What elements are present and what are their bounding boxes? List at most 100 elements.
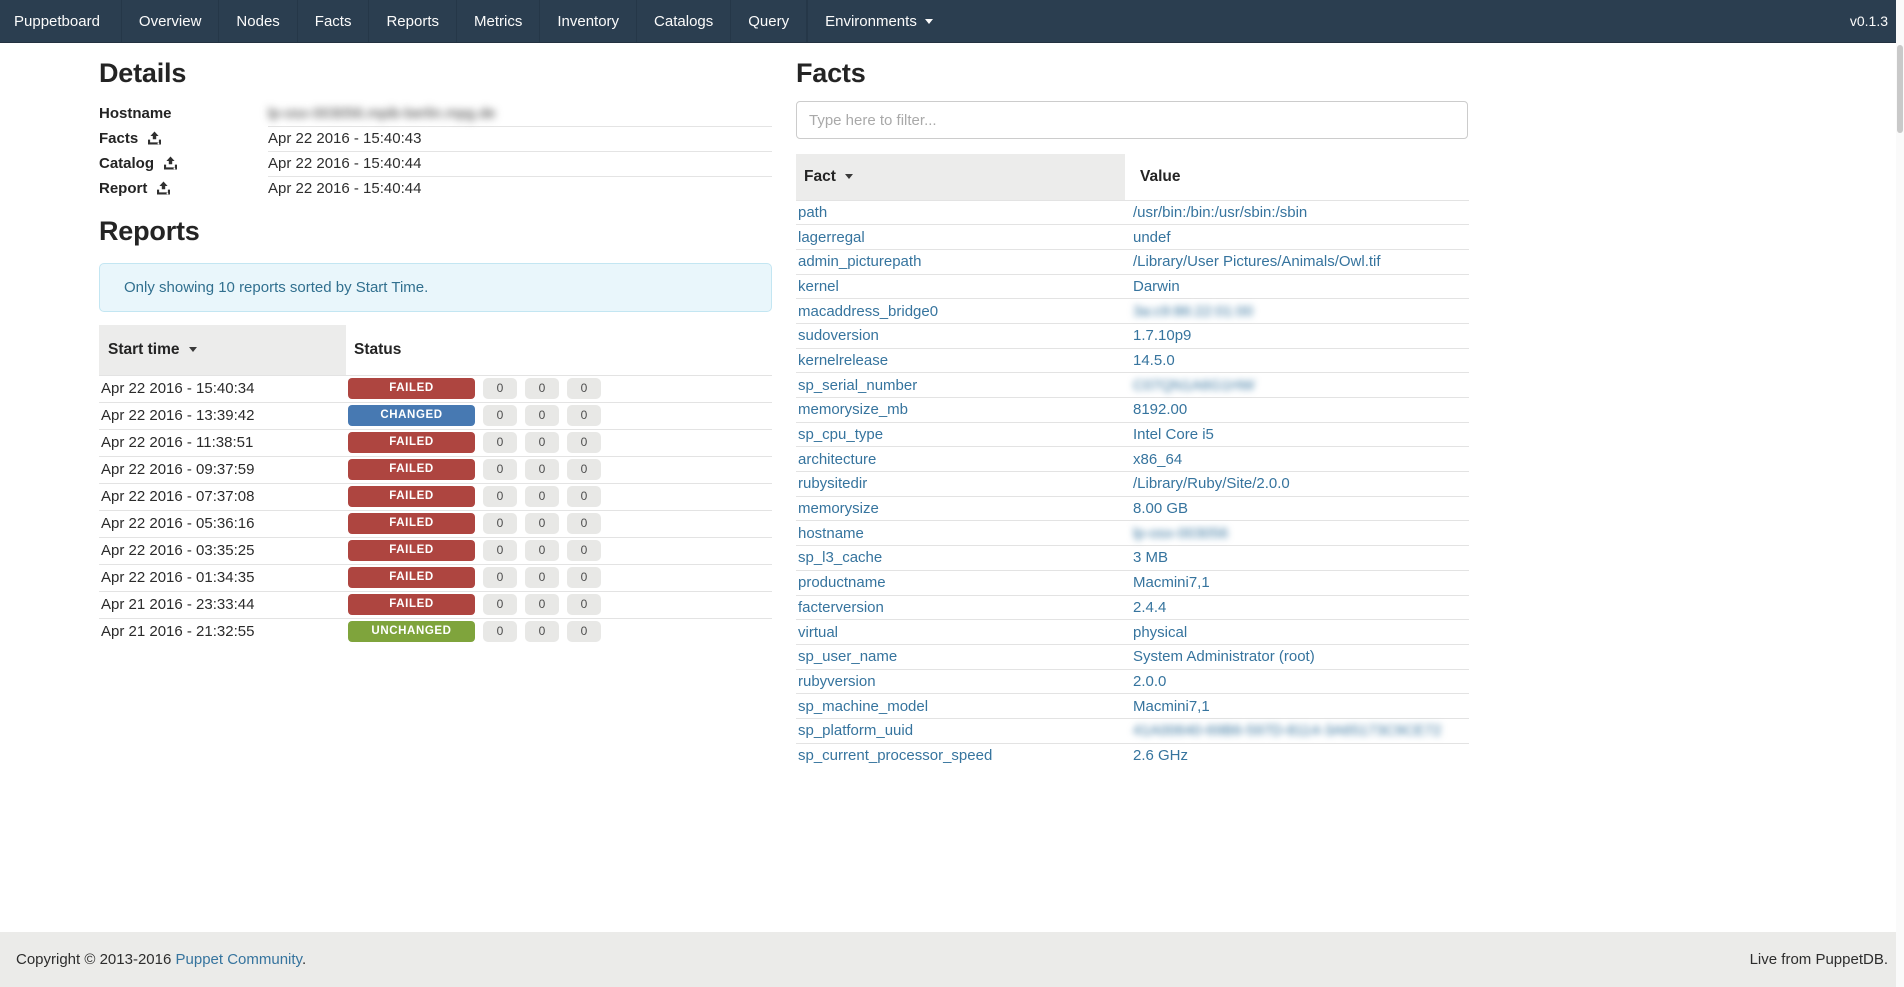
details-row-value: lp-osx-003056.mpib-berlin.mpg.de <box>268 104 496 122</box>
scrollbar-thumb[interactable] <box>1897 45 1903 133</box>
report-status-badge: FAILED <box>348 567 475 588</box>
fact-value-link[interactable]: 8.00 GB <box>1133 500 1189 518</box>
fact-value-link[interactable]: Intel Core i5 <box>1133 426 1214 444</box>
nav-item-inventory[interactable]: Inventory <box>539 0 636 42</box>
report-count-badge: 0 <box>525 540 559 561</box>
fact-row: sp_current_processor_speed 2.6 GHz <box>796 742 1469 768</box>
details-row-value: Apr 22 2016 - 15:40:44 <box>268 155 422 172</box>
report-row: Apr 22 2016 - 07:37:08 FAILED 0 0 0 <box>99 482 772 510</box>
reports-table: Start time Status Apr 22 2016 - 15:40:34… <box>99 325 772 645</box>
fact-value-link[interactable]: 3a:c9:86:22:01:00 <box>1133 302 1254 320</box>
fact-name-link[interactable]: sp_serial_number <box>798 376 918 394</box>
fact-row: sudoversion 1.7.10p9 <box>796 322 1469 349</box>
report-row: Apr 21 2016 - 23:33:44 FAILED 0 0 0 <box>99 590 772 618</box>
fact-name-link[interactable]: kernel <box>798 277 839 295</box>
nav-item-nodes[interactable]: Nodes <box>218 0 296 42</box>
details-table: Hostname lp-osx-003056.mpib-berlin.mpg.d… <box>99 101 772 201</box>
fact-name-link[interactable]: rubyversion <box>798 672 876 690</box>
nav-item-query[interactable]: Query <box>730 0 808 42</box>
report-start-time: Apr 21 2016 - 21:32:55 <box>99 617 346 645</box>
fact-value-link[interactable]: Macmini7,1 <box>1133 574 1210 592</box>
column-header-status[interactable]: Status <box>354 340 402 358</box>
report-count-badge: 0 <box>525 432 559 453</box>
fact-name-link[interactable]: sp_current_processor_speed <box>798 747 993 765</box>
nav-brand-puppetboard[interactable]: Puppetboard <box>14 12 100 30</box>
fact-name-link[interactable]: productname <box>798 574 886 592</box>
fact-name-link[interactable]: lagerregal <box>798 228 865 246</box>
report-count-badge: 0 <box>525 405 559 426</box>
fact-value-link[interactable]: physical <box>1133 623 1188 641</box>
fact-name-link[interactable]: admin_picturepath <box>798 253 922 271</box>
fact-name-link[interactable]: path <box>798 203 828 221</box>
fact-name-link[interactable]: memorysize <box>798 500 879 518</box>
report-status-badge: FAILED <box>348 486 475 507</box>
fact-name-link[interactable]: memorysize_mb <box>798 401 909 419</box>
report-count-badge: 0 <box>525 621 559 643</box>
fact-name-link[interactable]: architecture <box>798 450 877 468</box>
fact-value-link[interactable]: 2.4.4 <box>1133 598 1167 616</box>
report-count-badge: 0 <box>525 594 559 615</box>
fact-value-link[interactable]: 14.5.0 <box>1133 351 1175 369</box>
fact-value-link[interactable]: lp-osx-003056 <box>1133 524 1229 542</box>
facts-filter-input[interactable] <box>796 101 1468 139</box>
upload-icon[interactable] <box>157 181 171 195</box>
fact-name-link[interactable]: sp_platform_uuid <box>798 722 914 740</box>
nav-item-facts[interactable]: Facts <box>296 0 369 42</box>
scrollbar-track <box>1896 0 1904 987</box>
report-start-time: Apr 22 2016 - 11:38:51 <box>99 428 346 456</box>
fact-name-link[interactable]: rubysitedir <box>798 475 868 493</box>
fact-value-link[interactable]: Macmini7,1 <box>1133 697 1210 715</box>
report-start-time: Apr 22 2016 - 13:39:42 <box>99 401 346 429</box>
fact-value-link[interactable]: /usr/bin:/bin:/usr/sbin:/sbin <box>1133 203 1308 221</box>
fact-value-link[interactable]: 41A00640-69B6-597D-8114-3A65173C9CE72 <box>1133 722 1442 740</box>
nav-item-reports[interactable]: Reports <box>368 0 456 42</box>
upload-icon[interactable] <box>148 131 162 145</box>
report-count-badge: 0 <box>567 459 601 480</box>
fact-name-link[interactable]: virtual <box>798 623 839 641</box>
nav-item-environments[interactable]: Environments <box>807 0 950 42</box>
column-header-value[interactable]: Value <box>1140 167 1181 185</box>
report-row: Apr 22 2016 - 11:38:51 FAILED 0 0 0 <box>99 428 772 456</box>
report-status-badge: FAILED <box>348 513 475 534</box>
fact-value-link[interactable]: /Library/User Pictures/Animals/Owl.tif <box>1133 253 1381 271</box>
fact-name-link[interactable]: macaddress_bridge0 <box>798 302 939 320</box>
fact-name-link[interactable]: sp_machine_model <box>798 697 929 715</box>
report-row: Apr 22 2016 - 15:40:34 FAILED 0 0 0 <box>99 374 772 402</box>
fact-row: sp_l3_cache 3 MB <box>796 545 1469 571</box>
fact-name-link[interactable]: sudoversion <box>798 327 879 345</box>
fact-row: rubyversion 2.0.0 <box>796 668 1469 694</box>
fact-value-link[interactable]: x86_64 <box>1133 450 1183 468</box>
fact-row: memorysize_mb 8192.00 <box>796 397 1469 423</box>
fact-name-link[interactable]: sp_l3_cache <box>798 549 883 567</box>
report-status-badge: FAILED <box>348 378 475 399</box>
fact-name-link[interactable]: sp_cpu_type <box>798 426 884 444</box>
navbar: Puppetboard Overview Nodes Facts Reports Met… <box>0 0 1904 43</box>
nav-item-overview[interactable]: Overview <box>120 0 219 42</box>
nav-item-catalogs[interactable]: Catalogs <box>636 0 730 42</box>
fact-value-link[interactable]: 8192.00 <box>1133 401 1188 419</box>
fact-value-link[interactable]: 3 MB <box>1133 549 1169 567</box>
fact-value-link[interactable]: /Library/Ruby/Site/2.0.0 <box>1133 475 1290 493</box>
report-count-badge: 0 <box>567 567 601 588</box>
upload-icon[interactable] <box>164 156 178 170</box>
fact-name-link[interactable]: hostname <box>798 524 864 542</box>
fact-name-link[interactable]: facterversion <box>798 598 884 616</box>
column-header-start-time[interactable]: Start time <box>99 325 346 375</box>
column-header-fact[interactable]: Fact <box>796 154 1125 200</box>
fact-name-link[interactable]: sp_user_name <box>798 648 898 666</box>
puppet-community-link[interactable]: Puppet Community <box>175 951 302 968</box>
report-start-time: Apr 22 2016 - 09:37:59 <box>99 455 346 483</box>
fact-value-link[interactable]: C07QN1A6G1HW <box>1133 376 1255 394</box>
fact-name-link[interactable]: kernelrelease <box>798 351 889 369</box>
start-time-header-label: Start time <box>108 340 180 358</box>
fact-row: virtual physical <box>796 619 1469 645</box>
nav-item-metrics[interactable]: Metrics <box>456 0 539 42</box>
fact-value-link[interactable]: System Administrator (root) <box>1133 648 1315 666</box>
fact-value-link[interactable]: 1.7.10p9 <box>1133 327 1192 345</box>
report-status-badge: FAILED <box>348 459 475 480</box>
fact-value-link[interactable]: 2.6 GHz <box>1133 747 1189 765</box>
fact-value-link[interactable]: undef <box>1133 228 1171 246</box>
fact-value-link[interactable]: Darwin <box>1133 277 1180 295</box>
fact-value-link[interactable]: 2.0.0 <box>1133 672 1167 690</box>
chevron-down-icon <box>924 18 933 24</box>
